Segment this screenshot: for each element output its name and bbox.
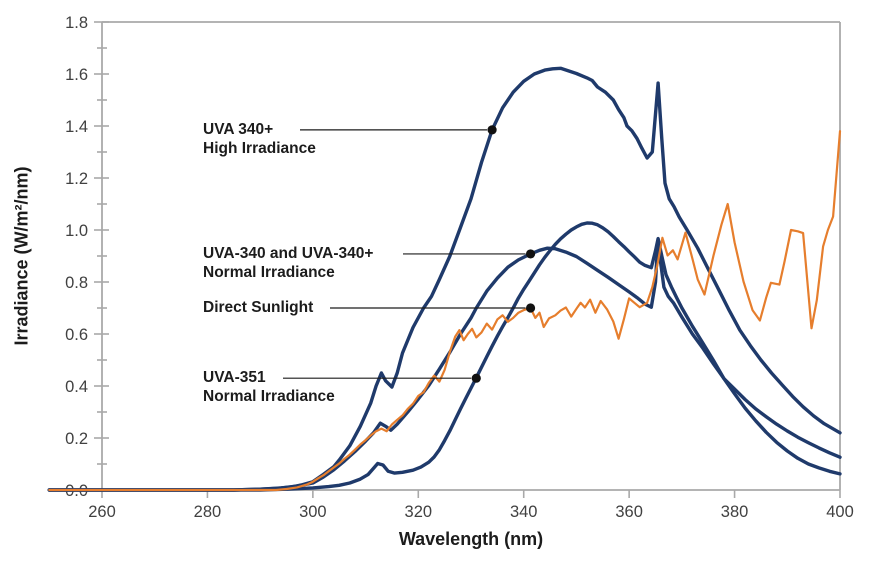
annotation-label-line2: Normal Irradiance xyxy=(203,263,335,281)
series-uva351-normal xyxy=(47,221,842,492)
x-tick-label: 340 xyxy=(510,503,538,521)
annotation-uva351-normal-irradiance: UVA-351 Normal Irradiance xyxy=(203,368,335,406)
annotation-dot xyxy=(487,125,497,135)
y-tick-label: 0.6 xyxy=(65,326,88,344)
y-tick-label: 0.2 xyxy=(65,430,88,448)
y-tick-label: 1.8 xyxy=(65,14,88,32)
y-axis-title: Irradiance (W/m²/nm) xyxy=(11,166,32,346)
y-tick-label: 1.2 xyxy=(65,170,88,188)
annotation-direct-sunlight: Direct Sunlight xyxy=(203,298,313,317)
annotation-uva340-normal-irradiance: UVA-340 and UVA-340+ Normal Irradiance xyxy=(203,244,373,282)
annotation-label-line1: UVA-351 xyxy=(203,369,266,387)
annotation-label-line1: UVA-340 and UVA-340+ xyxy=(203,244,374,262)
series-direct-sunlight xyxy=(48,130,842,492)
annotation-dot xyxy=(525,249,536,259)
x-axis-title: Wavelength (nm) xyxy=(398,529,544,549)
series-uva340-high xyxy=(47,66,842,492)
x-tick-label: 260 xyxy=(88,503,116,521)
x-tick-label: 380 xyxy=(721,503,749,521)
annotation-uva340-high-irradiance: UVA 340+ High Irradiance xyxy=(203,120,316,158)
y-tick-label: 0.8 xyxy=(65,274,88,292)
annotation-label-line1: Direct Sunlight xyxy=(203,299,314,316)
annotation-dot xyxy=(471,373,481,383)
y-tick-label: 1.6 xyxy=(65,66,88,84)
annotation-label-line2: High Irradiance xyxy=(203,139,316,157)
y-tick-label: 1.4 xyxy=(65,118,88,136)
x-tick-label: 360 xyxy=(615,503,643,521)
y-tick-label: 1.0 xyxy=(65,222,88,240)
annotation-label-line1: UVA 340+ xyxy=(203,120,274,138)
x-tick-label: 280 xyxy=(194,503,222,521)
annotation-label-line2: Normal Irradiance xyxy=(203,388,335,406)
annotation-dot xyxy=(525,303,536,313)
x-tick-label: 320 xyxy=(405,503,433,521)
x-tick-label: 300 xyxy=(299,503,327,521)
y-tick-label: 0.4 xyxy=(65,378,88,396)
x-tick-label: 400 xyxy=(826,503,854,521)
